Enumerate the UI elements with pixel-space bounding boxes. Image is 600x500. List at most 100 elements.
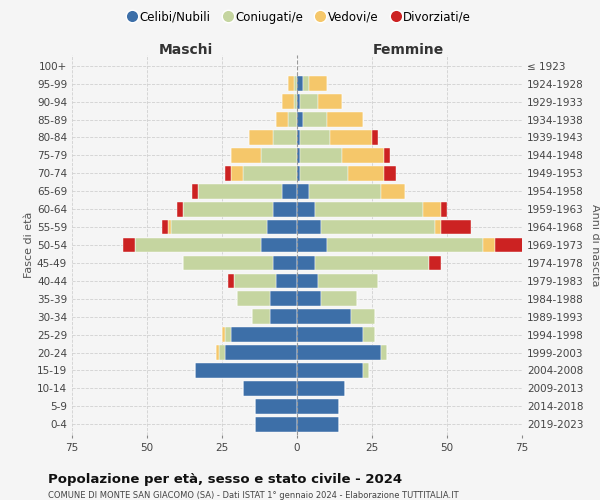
- Bar: [297, 166, 300, 180]
- Bar: [429, 256, 441, 270]
- Bar: [267, 220, 297, 234]
- Bar: [195, 363, 297, 378]
- Text: Maschi: Maschi: [159, 43, 213, 57]
- Bar: [171, 220, 267, 234]
- Bar: [288, 76, 294, 91]
- Bar: [435, 220, 441, 234]
- Legend: Celibi/Nubili, Coniugati/e, Vedovi/e, Divorziati/e: Celibi/Nubili, Coniugati/e, Vedovi/e, Di…: [124, 6, 476, 28]
- Bar: [303, 112, 327, 127]
- Bar: [321, 292, 357, 306]
- Bar: [249, 130, 273, 145]
- Bar: [222, 328, 225, 342]
- Bar: [318, 274, 378, 288]
- Bar: [297, 363, 363, 378]
- Bar: [123, 238, 135, 252]
- Bar: [252, 310, 270, 324]
- Bar: [318, 94, 342, 109]
- Bar: [234, 274, 276, 288]
- Bar: [297, 381, 345, 396]
- Bar: [231, 148, 261, 162]
- Bar: [183, 256, 273, 270]
- Bar: [300, 130, 330, 145]
- Bar: [351, 310, 375, 324]
- Bar: [225, 328, 231, 342]
- Bar: [276, 112, 288, 127]
- Bar: [282, 184, 297, 198]
- Bar: [300, 166, 348, 180]
- Bar: [225, 166, 231, 180]
- Bar: [441, 220, 471, 234]
- Bar: [243, 381, 297, 396]
- Bar: [273, 256, 297, 270]
- Bar: [282, 94, 294, 109]
- Bar: [177, 202, 183, 216]
- Bar: [297, 184, 309, 198]
- Bar: [228, 274, 234, 288]
- Bar: [168, 220, 171, 234]
- Bar: [297, 310, 351, 324]
- Bar: [297, 220, 321, 234]
- Bar: [270, 292, 297, 306]
- Y-axis label: Fasce di età: Fasce di età: [24, 212, 34, 278]
- Bar: [297, 94, 300, 109]
- Bar: [327, 238, 483, 252]
- Bar: [495, 238, 525, 252]
- Bar: [225, 345, 297, 360]
- Bar: [309, 184, 381, 198]
- Bar: [297, 148, 300, 162]
- Bar: [162, 220, 168, 234]
- Bar: [255, 399, 297, 413]
- Bar: [297, 256, 315, 270]
- Bar: [276, 274, 297, 288]
- Bar: [321, 220, 435, 234]
- Bar: [261, 238, 297, 252]
- Bar: [297, 292, 321, 306]
- Bar: [363, 363, 369, 378]
- Bar: [441, 202, 447, 216]
- Bar: [198, 184, 282, 198]
- Bar: [297, 399, 339, 413]
- Bar: [327, 112, 363, 127]
- Bar: [231, 328, 297, 342]
- Bar: [270, 310, 297, 324]
- Bar: [381, 345, 387, 360]
- Bar: [297, 76, 303, 91]
- Bar: [219, 345, 225, 360]
- Bar: [243, 166, 297, 180]
- Bar: [363, 328, 375, 342]
- Bar: [294, 76, 297, 91]
- Bar: [348, 166, 384, 180]
- Bar: [297, 112, 303, 127]
- Bar: [231, 166, 243, 180]
- Bar: [294, 94, 297, 109]
- Bar: [315, 256, 429, 270]
- Bar: [288, 112, 297, 127]
- Bar: [297, 345, 381, 360]
- Bar: [309, 76, 327, 91]
- Bar: [261, 148, 297, 162]
- Bar: [297, 417, 339, 432]
- Bar: [297, 274, 318, 288]
- Bar: [135, 238, 261, 252]
- Bar: [297, 202, 315, 216]
- Bar: [384, 148, 390, 162]
- Bar: [330, 130, 372, 145]
- Bar: [300, 148, 342, 162]
- Bar: [384, 166, 396, 180]
- Text: COMUNE DI MONTE SAN GIACOMO (SA) - Dati ISTAT 1° gennaio 2024 - Elaborazione TUT: COMUNE DI MONTE SAN GIACOMO (SA) - Dati …: [48, 491, 458, 500]
- Y-axis label: Anni di nascita: Anni di nascita: [590, 204, 600, 286]
- Bar: [423, 202, 441, 216]
- Bar: [255, 417, 297, 432]
- Bar: [216, 345, 219, 360]
- Bar: [192, 184, 198, 198]
- Text: Femmine: Femmine: [373, 43, 443, 57]
- Bar: [303, 76, 309, 91]
- Bar: [297, 238, 327, 252]
- Bar: [483, 238, 495, 252]
- Bar: [297, 130, 300, 145]
- Bar: [342, 148, 384, 162]
- Bar: [273, 202, 297, 216]
- Bar: [273, 130, 297, 145]
- Bar: [315, 202, 423, 216]
- Bar: [297, 328, 363, 342]
